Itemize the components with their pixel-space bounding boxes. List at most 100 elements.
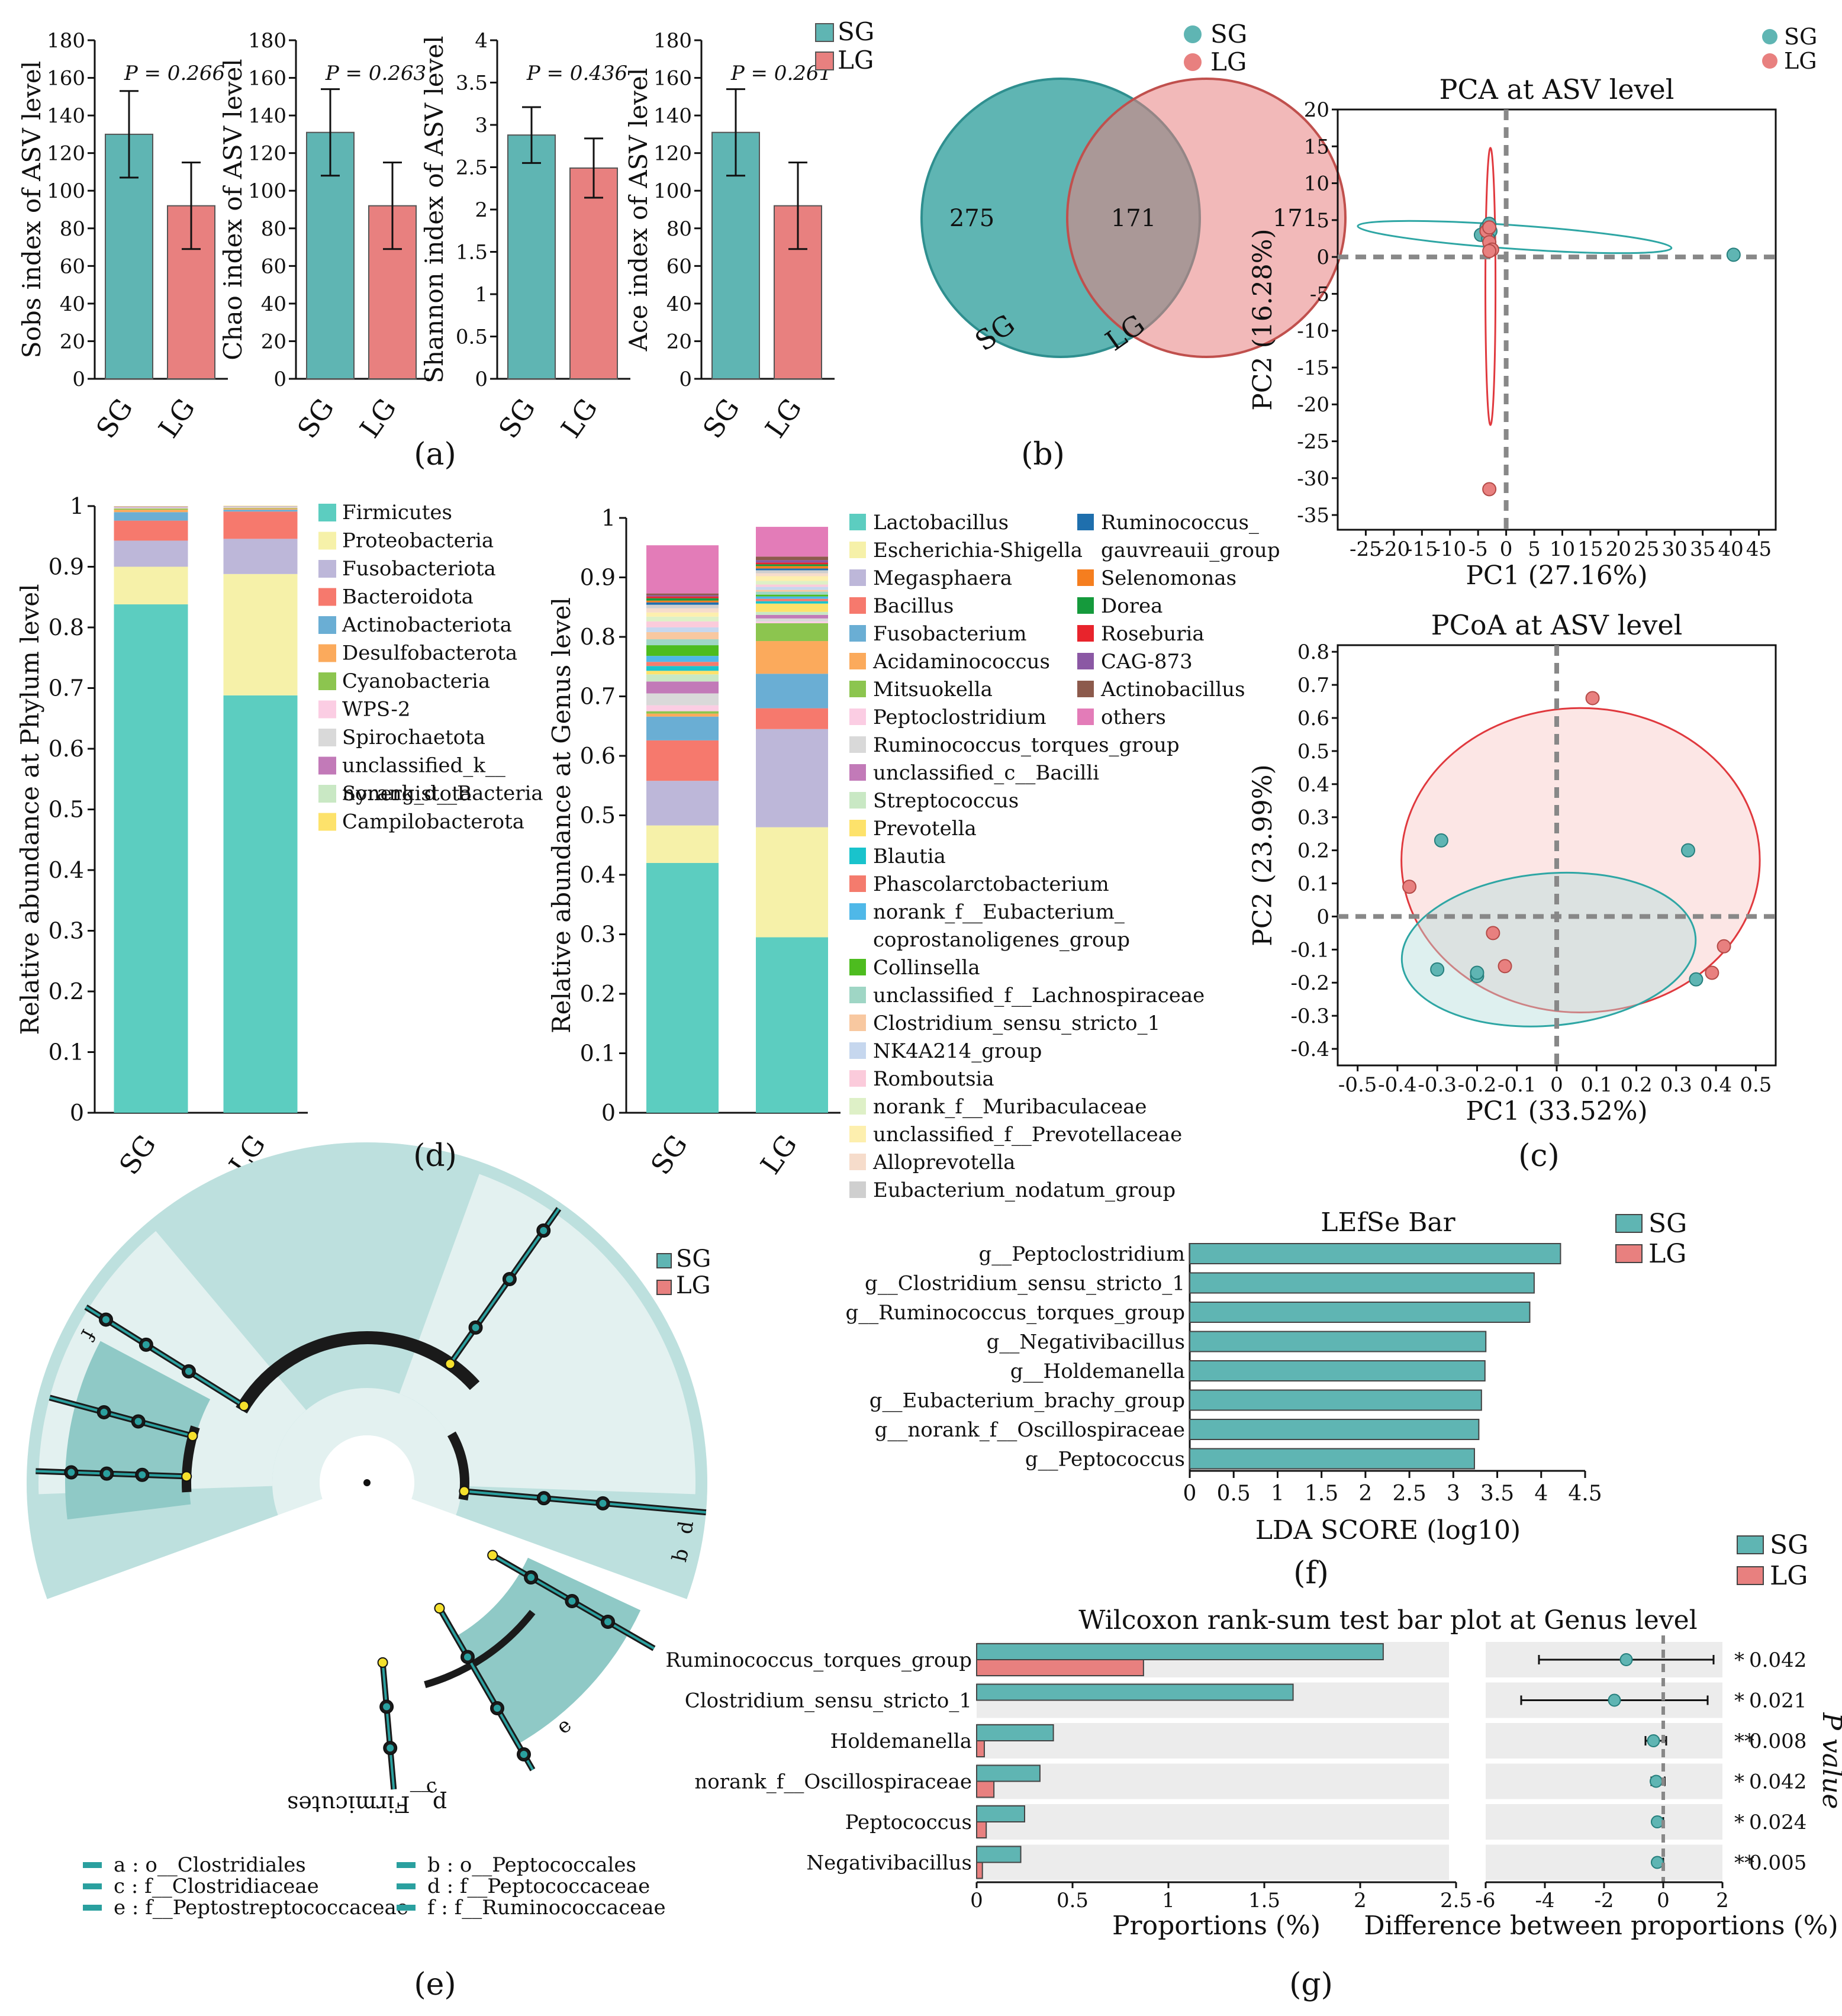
point-LG [1482,220,1497,235]
y-axis-title: Relative abundance at Genus level [547,597,576,1033]
stack-segment-Actinobacteriota [223,510,298,512]
x-tick-label: 30 [1662,537,1688,561]
x-tick-label: 2 [1354,1889,1367,1912]
legend-swatch [318,644,336,662]
y-tick-label: 20 [60,330,85,353]
legend-swatch [1077,625,1094,642]
legend-label: Escherichia-Shigella [873,539,1083,562]
stack-segment-norank-f-Muribaculaceae [756,581,828,585]
significance-stars: ** [1734,1730,1754,1753]
legend-swatch [849,792,866,809]
x-tick-label: 3 [1447,1482,1460,1506]
stack-segment-Prevotella [646,671,719,675]
plot-frame [1337,108,1777,531]
legend-label: Proteobacteria [342,529,494,553]
legend-swatch [1077,597,1094,614]
lda-bar [1189,1419,1480,1440]
x-tick-label: SG [291,392,340,444]
x-tick-label: LG [353,392,402,443]
legend-label: Prevotella [873,817,977,840]
legend-swatch [849,1098,866,1115]
x-tick-label: 0.4 [1700,1073,1732,1097]
clade-node-fill [540,1227,548,1235]
taxon-label: g__norank_f__Oscillospiraceae [875,1418,1185,1442]
legend-swatch [1077,653,1094,669]
legend-label: coprostanoligenes_group [873,928,1130,952]
x-tick-label: -15 [1406,537,1438,561]
point-LG [1486,926,1500,941]
stack-segment-Acidaminococcus [756,641,828,674]
y-tick-label: 80 [60,217,85,241]
x-tick-label: 0 [1183,1482,1197,1506]
branch-highlight [85,1306,245,1407]
point-SG [1430,962,1445,977]
legend-label: CAG-873 [1101,650,1193,674]
clade-node-fill [185,1367,192,1375]
y-tick-label: 180 [47,29,85,53]
stack-segment-Prevotella [756,603,828,612]
y-tick-label: 3.5 [456,72,488,95]
y-tick-label: -20 [1297,393,1329,417]
diff-point [1608,1693,1621,1707]
pcoa-plot: -0.5 -0.4 -0.3 -0.2 -0.1 0 0.1 0.2 0.3 0.4 0.5-0.4… [1248,609,1777,1126]
y-tick-label: 0.9 [49,554,84,580]
stack-segment-Campilobacterota [223,505,298,506]
clade-node [434,1603,445,1614]
x-tick-label: 25 [1634,537,1659,561]
stack-segment-Selenomonas [756,566,828,569]
y-tick-label: 0.4 [49,857,84,883]
x-tick-label: 10 [1550,537,1575,561]
legend-sg-label: SG [1210,20,1247,49]
confidence-ellipse-lg [1484,147,1497,426]
y-tick-label: 1 [70,493,84,519]
stack-segment-Ruminococcus-torques-group [646,693,719,706]
key-label: e : f__Peptostreptococcaceae [114,1896,408,1920]
stack-segment-Mitsuokella [646,711,719,714]
point-SG [1689,972,1703,987]
y-tick-label: -25 [1297,430,1329,454]
x-axis-title: PC1 (27.16%) [1466,561,1647,591]
panel-labels: (a) (b) (d) (c) (f) (e) (g) [413,437,1560,2002]
legend-label: Collinsella [873,956,980,980]
lda-bar [1189,1331,1487,1352]
y-tick-label: 1.5 [456,241,488,265]
x-tick-label: 0 [1657,1889,1670,1912]
x-tick-label: 0.2 [1621,1073,1653,1097]
wilcoxon-bar-plot: Ruminococcus_torques_group * 0.042Clostrid… [665,1530,1842,1941]
legend-label: others [1101,706,1166,729]
legend-label: Megasphaera [873,566,1012,590]
clade-node-fill [568,1598,576,1605]
taxon-label: Clostridium_sensu_stricto_1 [685,1689,972,1713]
legend-label: gauvreauii_group [1101,539,1280,562]
genus-stacked-bar: 0 0.1 0.2 0.3 0.4 0.5 0.6 0.7 0.8 0.9 1 SG LG Relativ… [547,505,1280,1202]
stack-segment-Actinobacillus [756,556,828,561]
panel-label-e: (e) [414,1967,456,2002]
legend-sg-dot [1762,29,1777,44]
x-tick-label: SG [645,1129,694,1180]
y-tick-label: 120 [653,142,692,166]
y-tick-label: 40 [261,292,286,316]
x-tick-label: -0.1 [1498,1073,1537,1097]
clade-node-fill [139,1471,146,1479]
x-tick-label: 0.3 [1660,1073,1692,1097]
legend-label: norank_d__Bacteria [342,782,543,806]
legend-label: Romboutsia [873,1067,994,1091]
legend-swatch [318,700,336,719]
point-LG [1482,482,1497,497]
bar-LG [976,1659,1144,1676]
taxon-label: g__Clostridium_sensu_stricto_1 [865,1272,1185,1296]
y-tick-label: 0.3 [49,918,84,944]
y-tick-label: -0.2 [1290,971,1329,995]
p-value: 0.024 [1749,1811,1806,1834]
lda-bar [1189,1302,1531,1323]
branch-highlight [464,1490,706,1514]
stack-segment-Alloprevotella [646,608,719,613]
key-swatch [83,1905,102,1911]
legend-label: Actinobacillus [1100,678,1245,701]
clade-node-fill [100,1408,108,1416]
stack-segment-Fusobacteriota [223,539,298,574]
clade-letter-e: e [552,1713,577,1739]
x-tick-label: 4.5 [1568,1482,1602,1506]
legend-swatch [1077,681,1094,697]
point-LG [1585,691,1600,706]
